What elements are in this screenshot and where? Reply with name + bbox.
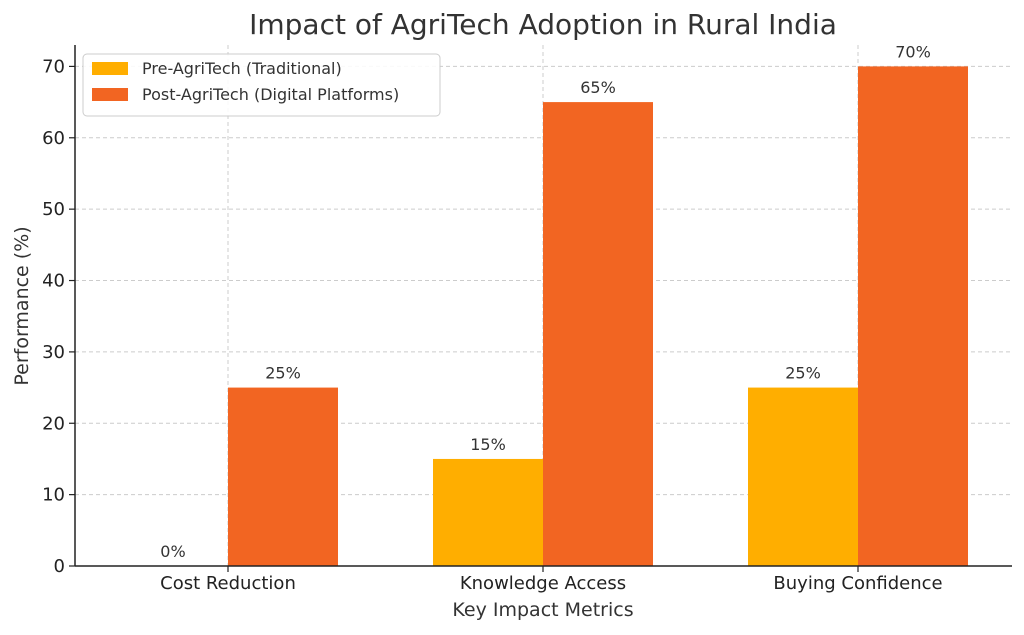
y-tick-label: 60 (42, 128, 65, 149)
chart-title: Impact of AgriTech Adoption in Rural Ind… (249, 8, 837, 41)
y-axis-label: Performance (%) (11, 226, 33, 385)
legend-swatch (92, 62, 128, 75)
y-tick-label: 0 (54, 556, 65, 577)
bar-value-label: 65% (580, 78, 616, 97)
legend-label: Post-AgriTech (Digital Platforms) (142, 85, 399, 104)
legend-box (82, 53, 441, 117)
y-tick-label: 50 (42, 199, 65, 220)
bars (228, 66, 968, 567)
bar-pre-2 (748, 387, 858, 566)
x-tick-label: Knowledge Access (460, 573, 626, 594)
bar-value-label: 25% (265, 364, 301, 383)
bar-pre-1 (433, 458, 543, 566)
y-tick-label: 70 (42, 56, 65, 77)
x-tick-label: Cost Reduction (160, 573, 296, 594)
legend-label: Pre-AgriTech (Traditional) (142, 59, 342, 78)
y-tick-label: 20 (42, 413, 65, 434)
bar-post-2 (858, 66, 968, 567)
bar-value-label: 25% (785, 364, 821, 383)
data-labels: 0% 15% 25% 25% 65% 70% (160, 42, 930, 561)
bar-value-label: 15% (470, 435, 506, 454)
x-tick-label: Buying Confidence (773, 573, 942, 594)
bar-value-label: 0% (160, 542, 185, 561)
axis-ticks: 0 10 20 30 40 50 60 70 Cost Reduction Knowledge A… (42, 56, 942, 594)
bar-post-1 (543, 102, 653, 567)
y-tick-label: 40 (42, 271, 65, 292)
bar-value-label: 70% (895, 42, 931, 61)
y-tick-label: 30 (42, 342, 65, 363)
bar-post-0 (228, 387, 338, 566)
legend: Pre-AgriTech (Traditional) Post-AgriTech … (82, 53, 441, 117)
x-axis-label: Key Impact Metrics (452, 599, 633, 621)
legend-swatch (92, 88, 128, 101)
y-tick-label: 10 (42, 485, 65, 506)
